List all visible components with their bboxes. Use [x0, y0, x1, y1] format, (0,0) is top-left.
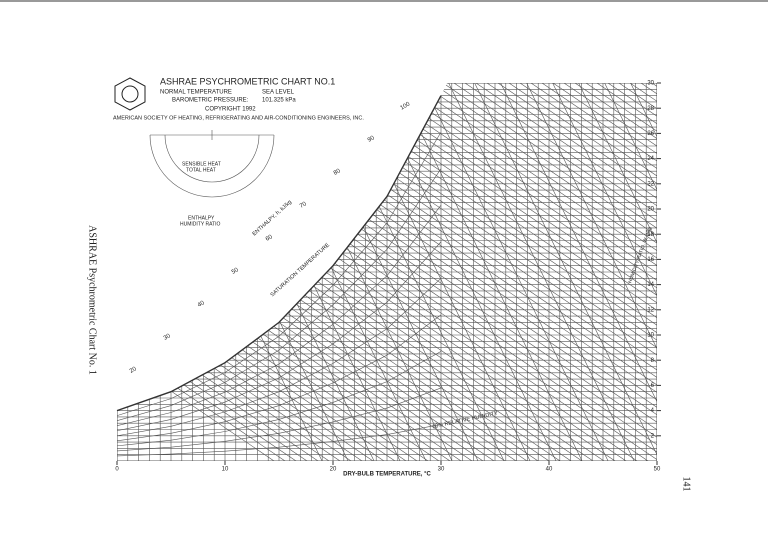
enthalpy-line [464, 83, 657, 461]
enthalpy-line [508, 83, 657, 461]
rh-curve [117, 168, 442, 421]
wet-bulb-line [584, 83, 657, 461]
y-tick-label: 8 [651, 358, 655, 364]
condition: SEA LEVEL [262, 90, 295, 96]
rh-curve [117, 351, 442, 447]
page-number: 141 [681, 477, 692, 492]
enthalpy-line [497, 83, 657, 461]
wet-bulb-line [558, 83, 657, 461]
enthalpy-line [343, 83, 657, 461]
enthalpy-line [117, 83, 289, 461]
publisher: AMERICAN SOCIETY OF HEATING, REFRIGERATI… [113, 115, 364, 121]
rh-curve [117, 424, 442, 457]
y-tick-label: 18 [647, 232, 654, 238]
x-tick-label: 50 [654, 467, 661, 473]
enthalpy-tick-label: 40 [197, 300, 206, 309]
y-tick-label: 14 [647, 282, 654, 288]
enthalpy-tick-label: 60 [265, 234, 274, 243]
enthalpy-tick-label: 20 [129, 366, 138, 375]
condition: NORMAL TEMPERATURE [160, 90, 232, 96]
enthalpy-line [332, 83, 657, 461]
enthalpy-tick-label: 50 [231, 267, 240, 276]
wet-bulb-line [506, 83, 657, 461]
rh-curve [117, 387, 442, 452]
enthalpy-line [376, 83, 657, 461]
wet-bulb-line [480, 83, 657, 461]
y-tick-label: 10 [647, 333, 654, 339]
enthalpy-tick-label: 30 [163, 333, 172, 342]
protractor-label: SENSIBLE HEAT [182, 161, 221, 167]
enthalpy-line [321, 83, 657, 461]
enthalpy-line [117, 83, 322, 461]
logo [114, 77, 146, 111]
y-tick-label: 2 [651, 433, 655, 439]
x-tick-label: 0 [115, 467, 119, 473]
y-tick-label: 22 [647, 181, 654, 187]
enthalpy-line [453, 83, 657, 461]
enthalpy-line [431, 83, 657, 461]
y-tick-label: 4 [651, 408, 655, 414]
copyright: COPYRIGHT 1992 [205, 107, 256, 113]
enthalpy-tick-label: 70 [299, 201, 308, 210]
x-tick-label: 30 [438, 467, 445, 473]
enthalpy-line [409, 83, 657, 461]
wet-bulb-line [402, 83, 614, 461]
y-tick-label: 12 [647, 307, 654, 313]
enthalpy-line [117, 83, 344, 461]
enthalpy-line [475, 83, 657, 461]
enthalpy-line [420, 83, 657, 461]
enthalpy-line [398, 83, 657, 461]
protractor-label: ENTHALPY [188, 215, 215, 221]
enthalpy-line [442, 83, 657, 461]
enthalpy-tick-label: 80 [333, 168, 342, 177]
title: ASHRAE PSYCHROMETRIC CHART NO.1 [160, 76, 335, 86]
rh-curve [117, 241, 442, 432]
pressure-label: BAROMETRIC PRESSURE: [172, 98, 249, 104]
protractor [149, 130, 275, 198]
enthalpy-line [530, 83, 657, 461]
y-tick-label: 28 [647, 106, 654, 112]
rh-curve [117, 131, 442, 416]
enthalpy-tick-label: 100 [399, 101, 411, 112]
enthalpy-line [117, 83, 278, 461]
enthalpy-line [117, 83, 355, 461]
x-tick-label: 40 [546, 467, 553, 473]
wet-bulb-line [532, 83, 657, 461]
wet-bulb-line [454, 83, 657, 461]
y-tick-label: 26 [647, 131, 654, 137]
enthalpy-line [117, 83, 311, 461]
enthalpy-tick-label: 90 [367, 135, 376, 144]
enthalpy-line [117, 83, 377, 461]
protractor-label: TOTAL HEAT [186, 167, 216, 173]
protractor-label: HUMIDITY RATIO [180, 221, 220, 227]
y-tick-label: 30 [647, 81, 654, 87]
wet-bulb-line [610, 83, 657, 461]
y-tick-label: 24 [647, 156, 654, 162]
side-title: ASHRAE Psychrometric Chart No. 1 [87, 225, 98, 375]
saturation-curve [116, 95, 442, 412]
x-tick-label: 10 [222, 467, 229, 473]
x-tick-label: 20 [330, 467, 337, 473]
enthalpy-line [387, 83, 657, 461]
x-axis-title: DRY-BULB TEMPERATURE, °C [343, 472, 431, 478]
enthalpy-line [519, 83, 657, 461]
rh-curve [117, 314, 442, 442]
y-tick-label: 6 [651, 383, 655, 389]
enthalpy-line [486, 83, 657, 461]
wet-bulb-line [428, 83, 640, 461]
enthalpy-line [541, 83, 657, 461]
y-tick-label: 20 [647, 207, 654, 213]
y-tick-label: 16 [647, 257, 654, 263]
enthalpy-line [117, 83, 366, 461]
rh-curve [117, 278, 442, 437]
rh-curve [117, 205, 442, 427]
enthalpy-line [117, 83, 333, 461]
enthalpy-line [354, 83, 657, 461]
pressure-value: 101.325 kPa [262, 98, 296, 104]
enthalpy-line [552, 83, 657, 461]
